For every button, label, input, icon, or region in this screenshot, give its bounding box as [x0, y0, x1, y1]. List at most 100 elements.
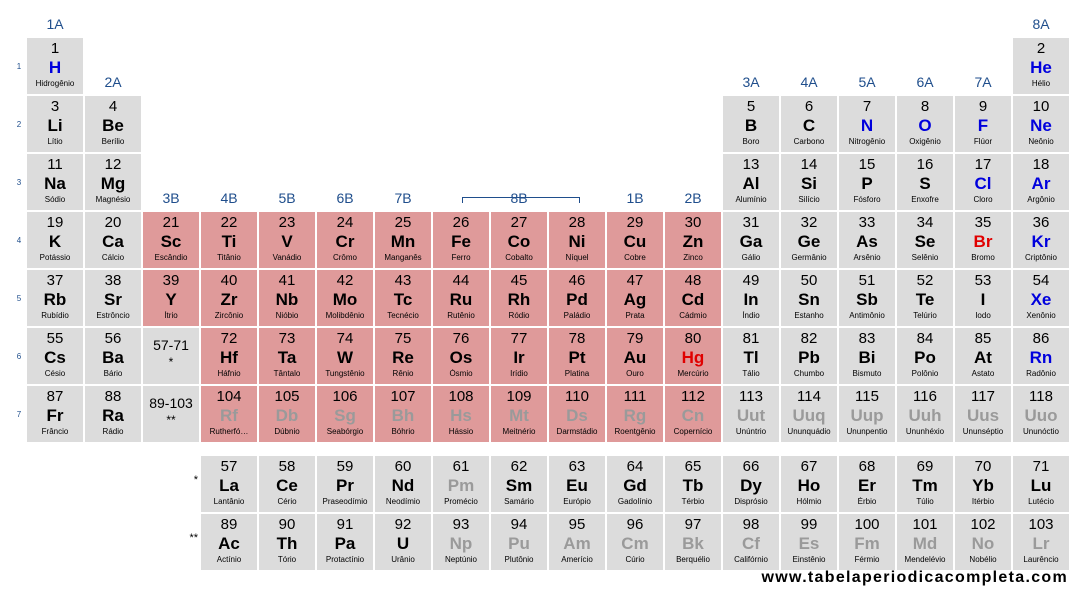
- element-cell-h[interactable]: 1 H Hidrogênio: [27, 38, 83, 94]
- element-cell-uuo[interactable]: 118 Uuo Ununóctio: [1013, 386, 1069, 442]
- element-cell-ru[interactable]: 44 Ru Rutênio: [433, 270, 489, 326]
- element-cell-pd[interactable]: 46 Pd Paládio: [549, 270, 605, 326]
- element-cell-te[interactable]: 52 Te Telúrio: [897, 270, 953, 326]
- element-cell-kr[interactable]: 36 Kr Criptônio: [1013, 212, 1069, 268]
- element-cell-bh[interactable]: 107 Bh Bóhrio: [375, 386, 431, 442]
- element-cell-rb[interactable]: 37 Rb Rubídio: [27, 270, 83, 326]
- element-cell-yb[interactable]: 70 Yb Itérbio: [955, 456, 1011, 512]
- element-cell-fe[interactable]: 26 Fe Ferro: [433, 212, 489, 268]
- element-cell-c[interactable]: 6 C Carbono: [781, 96, 837, 152]
- element-cell-o[interactable]: 8 O Oxigênio: [897, 96, 953, 152]
- element-cell-cf[interactable]: 98 Cf Califórnio: [723, 514, 779, 570]
- element-cell-p[interactable]: 15 P Fósforo: [839, 154, 895, 210]
- element-cell-uuq[interactable]: 114 Uuq Ununquádio: [781, 386, 837, 442]
- element-cell-zr[interactable]: 40 Zr Zircônio: [201, 270, 257, 326]
- element-cell-er[interactable]: 68 Er Érbio: [839, 456, 895, 512]
- element-cell-cd[interactable]: 48 Cd Cádmio: [665, 270, 721, 326]
- element-cell-uuh[interactable]: 116 Uuh Ununhéxio: [897, 386, 953, 442]
- element-cell-ds[interactable]: 110 Ds Darmstádio: [549, 386, 605, 442]
- element-cell-y[interactable]: 39 Y Ítrio: [143, 270, 199, 326]
- element-cell-lu[interactable]: 71 Lu Lutécio: [1013, 456, 1069, 512]
- element-cell-rf[interactable]: 104 Rf Rutherfó…: [201, 386, 257, 442]
- element-cell-lr[interactable]: 103 Lr Laurêncio: [1013, 514, 1069, 570]
- element-cell-hg[interactable]: 80 Hg Mercúrio: [665, 328, 721, 384]
- actinide-reference-cell[interactable]: 89-103 **: [143, 386, 199, 442]
- element-cell-be[interactable]: 4 Be Berílio: [85, 96, 141, 152]
- element-cell-cr[interactable]: 24 Cr Crômo: [317, 212, 373, 268]
- element-cell-br[interactable]: 35 Br Bromo: [955, 212, 1011, 268]
- element-cell-bi[interactable]: 83 Bi Bismuto: [839, 328, 895, 384]
- element-cell-cs[interactable]: 55 Cs Césio: [27, 328, 83, 384]
- element-cell-na[interactable]: 11 Na Sódio: [27, 154, 83, 210]
- element-cell-nb[interactable]: 41 Nb Nióbio: [259, 270, 315, 326]
- element-cell-md[interactable]: 101 Md Mendelévio: [897, 514, 953, 570]
- element-cell-hs[interactable]: 108 Hs Hássio: [433, 386, 489, 442]
- element-cell-sr[interactable]: 38 Sr Estrôncio: [85, 270, 141, 326]
- element-cell-mn[interactable]: 25 Mn Manganês: [375, 212, 431, 268]
- element-cell-tm[interactable]: 69 Tm Túlio: [897, 456, 953, 512]
- element-cell-ra[interactable]: 88 Ra Rádio: [85, 386, 141, 442]
- element-cell-se[interactable]: 34 Se Selênio: [897, 212, 953, 268]
- element-cell-pm[interactable]: 61 Pm Promécio: [433, 456, 489, 512]
- element-cell-no[interactable]: 102 No Nobélio: [955, 514, 1011, 570]
- element-cell-in[interactable]: 49 In Índio: [723, 270, 779, 326]
- element-cell-re[interactable]: 75 Re Rênio: [375, 328, 431, 384]
- element-cell-li[interactable]: 3 Li Lítio: [27, 96, 83, 152]
- element-cell-u[interactable]: 92 U Urânio: [375, 514, 431, 570]
- element-cell-rh[interactable]: 45 Rh Ródio: [491, 270, 547, 326]
- element-cell-tc[interactable]: 43 Tc Tecnécio: [375, 270, 431, 326]
- element-cell-ac[interactable]: 89 Ac Actínio: [201, 514, 257, 570]
- element-cell-sg[interactable]: 106 Sg Seabórgio: [317, 386, 373, 442]
- element-cell-np[interactable]: 93 Np Neptúnio: [433, 514, 489, 570]
- element-cell-si[interactable]: 14 Si Silício: [781, 154, 837, 210]
- element-cell-bk[interactable]: 97 Bk Berquélio: [665, 514, 721, 570]
- element-cell-n[interactable]: 7 N Nitrogênio: [839, 96, 895, 152]
- element-cell-cn[interactable]: 112 Cn Copernício: [665, 386, 721, 442]
- element-cell-rn[interactable]: 86 Rn Radônio: [1013, 328, 1069, 384]
- element-cell-pt[interactable]: 78 Pt Platina: [549, 328, 605, 384]
- element-cell-nd[interactable]: 60 Nd Neodímio: [375, 456, 431, 512]
- element-cell-ca[interactable]: 20 Ca Cálcio: [85, 212, 141, 268]
- element-cell-as[interactable]: 33 As Arsênio: [839, 212, 895, 268]
- element-cell-tl[interactable]: 81 Tl Tálio: [723, 328, 779, 384]
- element-cell-v[interactable]: 23 V Vanádio: [259, 212, 315, 268]
- element-cell-cu[interactable]: 29 Cu Cobre: [607, 212, 663, 268]
- element-cell-pr[interactable]: 59 Pr Praseodímio: [317, 456, 373, 512]
- element-cell-pu[interactable]: 94 Pu Plutônio: [491, 514, 547, 570]
- element-cell-fm[interactable]: 100 Fm Férmio: [839, 514, 895, 570]
- element-cell-am[interactable]: 95 Am Amerício: [549, 514, 605, 570]
- element-cell-ce[interactable]: 58 Ce Cério: [259, 456, 315, 512]
- element-cell-ni[interactable]: 28 Ni Níquel: [549, 212, 605, 268]
- element-cell-ga[interactable]: 31 Ga Gálio: [723, 212, 779, 268]
- element-cell-mg[interactable]: 12 Mg Magnésio: [85, 154, 141, 210]
- element-cell-sn[interactable]: 50 Sn Estanho: [781, 270, 837, 326]
- element-cell-xe[interactable]: 54 Xe Xenônio: [1013, 270, 1069, 326]
- element-cell-rg[interactable]: 111 Rg Roentgênio: [607, 386, 663, 442]
- element-cell-sb[interactable]: 51 Sb Antimônio: [839, 270, 895, 326]
- element-cell-fr[interactable]: 87 Fr Frâncio: [27, 386, 83, 442]
- website-url[interactable]: www.tabelaperiodicacompleta.com: [761, 569, 1068, 586]
- element-cell-he[interactable]: 2 He Hélio: [1013, 38, 1069, 94]
- element-cell-eu[interactable]: 63 Eu Európio: [549, 456, 605, 512]
- element-cell-ne[interactable]: 10 Ne Neônio: [1013, 96, 1069, 152]
- element-cell-la[interactable]: 57 La Lantânio: [201, 456, 257, 512]
- element-cell-al[interactable]: 13 Al Alumínio: [723, 154, 779, 210]
- element-cell-ba[interactable]: 56 Ba Bário: [85, 328, 141, 384]
- element-cell-ag[interactable]: 47 Ag Prata: [607, 270, 663, 326]
- element-cell-ge[interactable]: 32 Ge Germânio: [781, 212, 837, 268]
- element-cell-cl[interactable]: 17 Cl Cloro: [955, 154, 1011, 210]
- element-cell-sc[interactable]: 21 Sc Escândio: [143, 212, 199, 268]
- lanthanide-reference-cell[interactable]: 57-71 *: [143, 328, 199, 384]
- element-cell-ta[interactable]: 73 Ta Tântalo: [259, 328, 315, 384]
- element-cell-k[interactable]: 19 K Potássio: [27, 212, 83, 268]
- element-cell-cm[interactable]: 96 Cm Cúrio: [607, 514, 663, 570]
- element-cell-db[interactable]: 105 Db Dúbnio: [259, 386, 315, 442]
- element-cell-gd[interactable]: 64 Gd Gadolínio: [607, 456, 663, 512]
- element-cell-zn[interactable]: 30 Zn Zinco: [665, 212, 721, 268]
- element-cell-mo[interactable]: 42 Mo Molibdênio: [317, 270, 373, 326]
- element-cell-s[interactable]: 16 S Enxofre: [897, 154, 953, 210]
- element-cell-hf[interactable]: 72 Hf Háfnio: [201, 328, 257, 384]
- element-cell-uus[interactable]: 117 Uus Ununséptio: [955, 386, 1011, 442]
- element-cell-uup[interactable]: 115 Uup Ununpentio: [839, 386, 895, 442]
- element-cell-os[interactable]: 76 Os Ósmio: [433, 328, 489, 384]
